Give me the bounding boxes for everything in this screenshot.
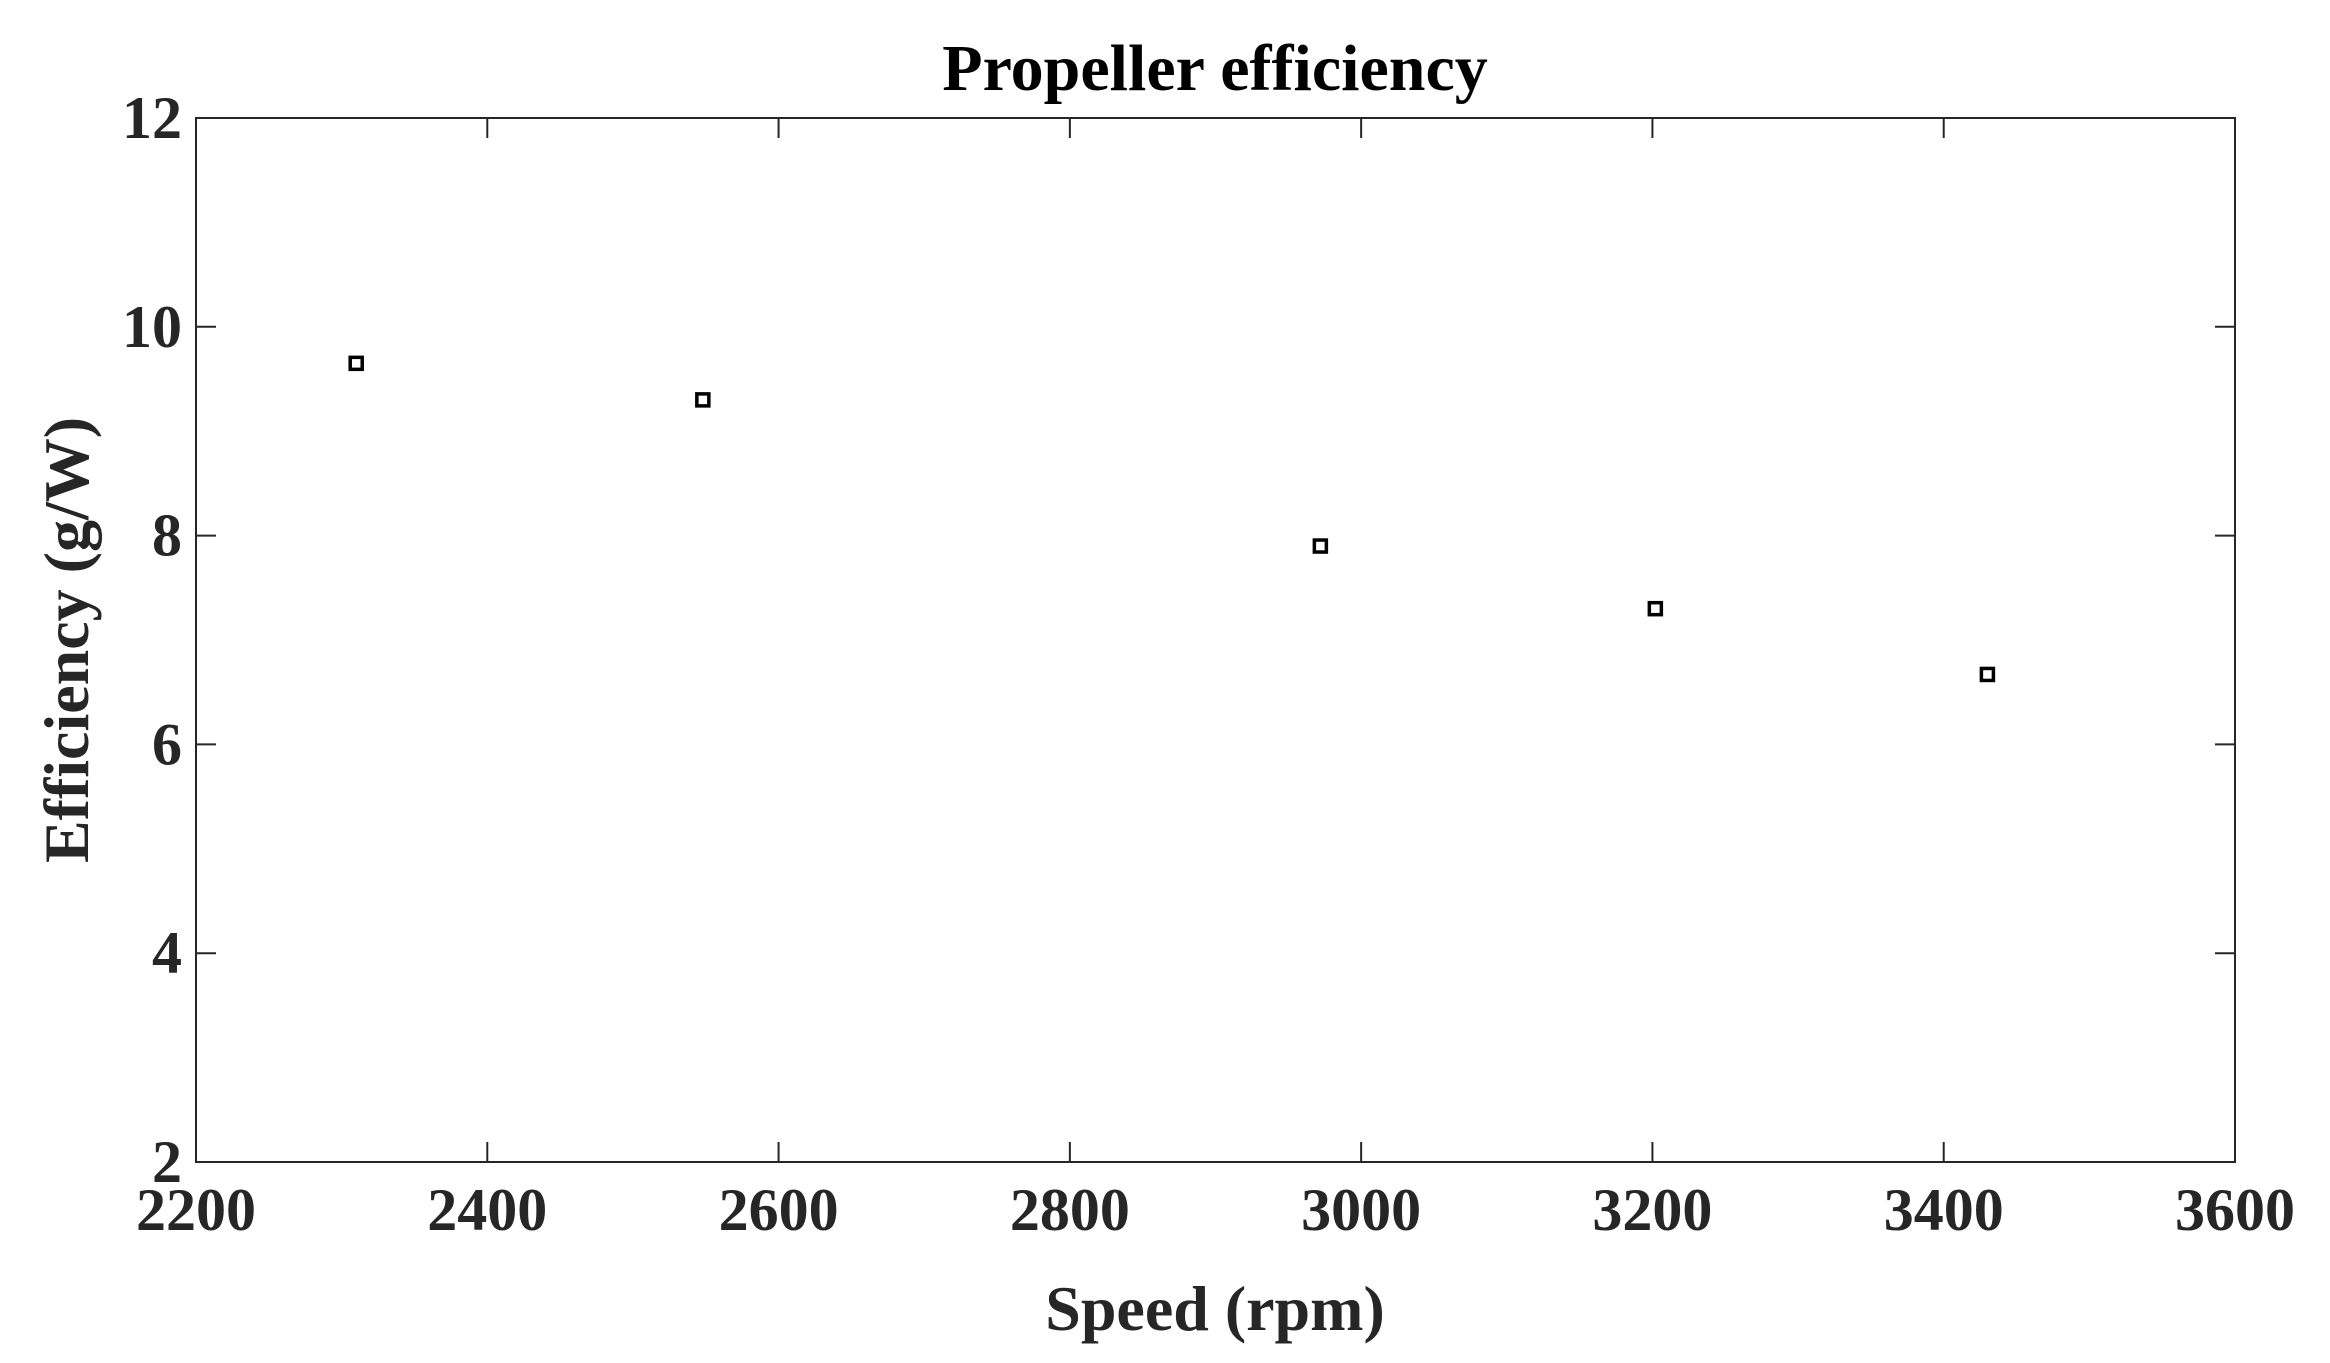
data-point: [695, 392, 711, 408]
data-point: [1312, 538, 1329, 554]
data-point: [1647, 600, 1664, 617]
x-axis-label: Speed (rpm): [1045, 1273, 1385, 1344]
x-tick-label: 2400: [427, 1177, 547, 1243]
y-tick-label: 10: [122, 294, 182, 360]
y-tick-label: 6: [152, 711, 182, 777]
x-tick-label: 2800: [1010, 1177, 1130, 1243]
x-tick-label: 3000: [1301, 1177, 1421, 1243]
y-tick-label: 4: [152, 920, 182, 986]
chart-title: Propeller efficiency: [942, 32, 1488, 105]
y-axis-label: Efficiency (g/W): [31, 417, 102, 863]
y-tick-label: 8: [152, 503, 182, 569]
plot-area: [195, 117, 2236, 1163]
x-tick-label: 2200: [136, 1177, 256, 1243]
x-tick-label: 2600: [719, 1177, 839, 1243]
data-point: [348, 355, 364, 372]
data-point: [1979, 666, 1996, 683]
y-tick-label: 2: [152, 1129, 182, 1195]
x-tick-labels: 2200 2400 2600 2800 3000 3200 3400 3600: [136, 1177, 2295, 1243]
x-tick-label: 3400: [1884, 1177, 2004, 1243]
y-tick-labels: 2 4 6 8 10 12: [122, 85, 182, 1195]
axis-ticks: [195, 117, 2236, 1163]
scatter-points: [348, 355, 1996, 683]
x-tick-label: 3200: [1592, 1177, 1712, 1243]
x-tick-label: 3600: [2175, 1177, 2295, 1243]
y-tick-label: 12: [122, 85, 182, 151]
